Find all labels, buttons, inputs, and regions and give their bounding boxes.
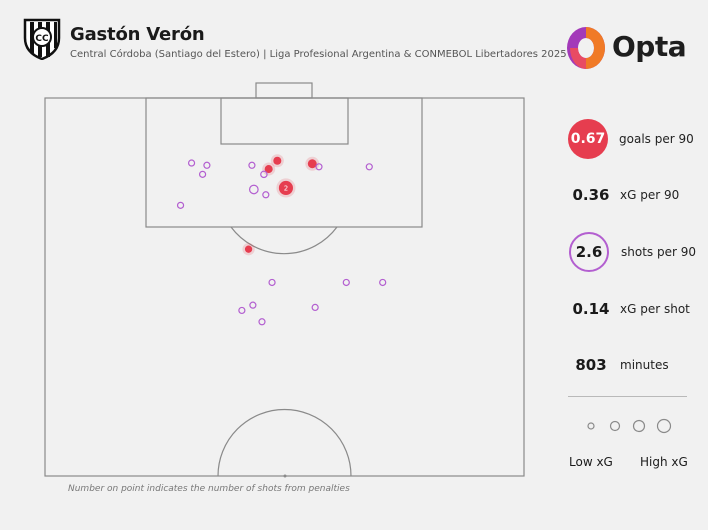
brand-name: Opta bbox=[612, 30, 687, 63]
penalty-area bbox=[145, 97, 423, 228]
shot-point-1 bbox=[187, 159, 196, 167]
stat-xg-per-shot: 0.14 xG per shot bbox=[568, 289, 690, 329]
shot-point-15 bbox=[311, 303, 319, 312]
shot-point-2 bbox=[203, 161, 211, 169]
subtitle: Central Córdoba (Santiago del Estero) | … bbox=[70, 49, 567, 60]
shot-point-14 bbox=[249, 301, 257, 309]
shot-point-3 bbox=[248, 161, 256, 169]
goal bbox=[255, 82, 313, 99]
stat-goals-per-90: 0.67 goals per 90 bbox=[568, 119, 694, 159]
stat-minutes: 803 minutes bbox=[568, 345, 669, 385]
shot-map: 2 bbox=[44, 82, 525, 478]
shots-per-90-value: 2.6 bbox=[569, 232, 609, 272]
shot-point-7 bbox=[260, 170, 268, 179]
legend-high-xg: High xG bbox=[640, 455, 688, 469]
goal-point-4 bbox=[278, 180, 293, 196]
divider bbox=[568, 396, 687, 397]
xg-per-shot-value: 0.14 bbox=[572, 300, 610, 318]
player-name: Gastón Verón bbox=[70, 24, 205, 45]
xg-per-90-label: xG per 90 bbox=[620, 188, 680, 202]
shot-point-6 bbox=[198, 170, 207, 178]
goal-point-3 bbox=[307, 159, 317, 169]
xg-size-legend bbox=[587, 418, 672, 434]
shot-point-13 bbox=[379, 278, 387, 287]
shot-point-11 bbox=[268, 278, 276, 287]
shot-point-16 bbox=[238, 306, 246, 315]
penalty-arc bbox=[230, 226, 338, 255]
shots-per-90-label: shots per 90 bbox=[621, 245, 696, 259]
shot-point-17 bbox=[258, 318, 266, 326]
legend-size-3 bbox=[632, 419, 646, 433]
penalty-count-label: 2 bbox=[284, 184, 288, 192]
footnote: Number on point indicates the number of … bbox=[68, 484, 350, 494]
six-yard-box bbox=[220, 97, 349, 145]
goal-point-5 bbox=[244, 245, 253, 253]
minutes-value: 803 bbox=[575, 356, 607, 374]
minutes-label: minutes bbox=[620, 358, 669, 372]
goal-point-1 bbox=[273, 156, 282, 165]
xg-per-shot-label: xG per shot bbox=[620, 302, 690, 316]
goals-per-90-value: 0.67 bbox=[568, 119, 608, 159]
centre-circle bbox=[217, 408, 352, 477]
goals-per-90-label: goals per 90 bbox=[619, 132, 694, 146]
shot-point-9 bbox=[262, 191, 270, 199]
shot-point-12 bbox=[342, 278, 350, 287]
shot-point-4 bbox=[315, 163, 323, 171]
legend-low-xg: Low xG bbox=[569, 455, 613, 469]
xg-per-90-value: 0.36 bbox=[572, 186, 610, 204]
shot-point-10 bbox=[176, 201, 185, 209]
goal-point-2 bbox=[264, 165, 273, 174]
shots-layer: 2 bbox=[176, 154, 387, 326]
stat-shots-per-90: 2.6 shots per 90 bbox=[568, 232, 696, 272]
shot-point-5 bbox=[365, 163, 373, 171]
shot-point-8 bbox=[248, 184, 259, 195]
legend-size-1 bbox=[587, 422, 595, 430]
pitch-outline bbox=[44, 97, 525, 477]
legend-size-4 bbox=[656, 418, 672, 434]
legend-size-2 bbox=[609, 420, 621, 432]
central-cordoba-crest-icon: CC bbox=[23, 18, 61, 60]
opta-logo-icon bbox=[566, 26, 606, 69]
stat-xg-per-90: 0.36 xG per 90 bbox=[568, 175, 679, 215]
svg-text:CC: CC bbox=[35, 34, 49, 44]
